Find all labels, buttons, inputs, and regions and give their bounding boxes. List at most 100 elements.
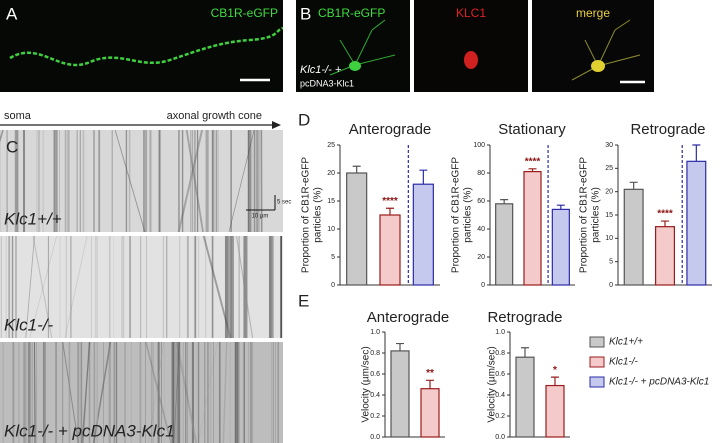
legend-label: Klc1-/- xyxy=(609,357,639,368)
track xyxy=(62,341,79,443)
y-tick-label: 0.8 xyxy=(495,350,505,357)
y-tick-label: 20 xyxy=(605,189,613,196)
bar xyxy=(515,356,535,438)
significance: **** xyxy=(382,196,398,207)
y-tick-label: 0 xyxy=(331,282,335,289)
legend-label: Klc1-/- + pcDNA3-Klc1 xyxy=(609,377,709,388)
track xyxy=(32,235,53,339)
error-bar xyxy=(500,199,509,204)
error-bar xyxy=(551,376,559,386)
y-tick-label: 0 xyxy=(481,282,485,289)
y-tick-label: 5 xyxy=(331,254,335,261)
stain-label: CB1R-eGFP xyxy=(211,6,278,20)
y-tick-label: 15 xyxy=(605,212,613,219)
y-tick-label: 20 xyxy=(477,254,485,261)
error-bar xyxy=(629,181,638,190)
track xyxy=(175,341,198,443)
chart-title: Retrograde xyxy=(630,121,705,138)
genotype-label: pcDNA3-Klc1 xyxy=(300,78,354,88)
significance: **** xyxy=(657,209,673,220)
y-tick-label: 0.0 xyxy=(370,434,380,441)
error-bar xyxy=(386,207,394,215)
y-tick-label: 30 xyxy=(605,142,613,149)
chart-title: Stationary xyxy=(498,121,566,138)
significance: * xyxy=(553,365,557,376)
bar xyxy=(346,172,368,286)
track xyxy=(228,129,255,233)
y-tick-label: 0.0 xyxy=(495,434,505,441)
soma xyxy=(591,60,605,72)
stain-label: CB1R-eGFP xyxy=(318,6,385,20)
panel-label: D xyxy=(298,110,310,129)
error-bar xyxy=(692,144,701,162)
track xyxy=(185,129,204,233)
neuron xyxy=(9,26,284,67)
bar xyxy=(420,388,440,438)
track xyxy=(82,341,90,443)
soma xyxy=(349,61,361,71)
y-tick-label: 0.8 xyxy=(370,350,380,357)
axis-start: soma xyxy=(4,110,32,122)
y-tick-label: 40 xyxy=(477,226,485,233)
legend-swatch xyxy=(589,336,605,348)
arrow-head xyxy=(272,121,281,129)
y-axis-label: Velocity (µm/sec) xyxy=(361,346,372,422)
error-bar xyxy=(419,169,428,185)
micrograph xyxy=(0,0,283,92)
y-tick-label: 0.6 xyxy=(495,371,505,378)
error-bar xyxy=(426,379,434,389)
y-tick-label: 1.0 xyxy=(370,329,380,336)
y-tick-label: 0 xyxy=(609,282,613,289)
y-tick-label: 15 xyxy=(327,198,335,205)
bar xyxy=(654,226,675,286)
bar xyxy=(390,350,410,438)
y-tick-label: 25 xyxy=(605,165,613,172)
track xyxy=(202,235,232,339)
y-axis-label: particles (%) xyxy=(313,187,324,243)
y-axis-label: particles (%) xyxy=(463,187,474,243)
micrograph xyxy=(296,0,410,92)
kymograph xyxy=(0,236,283,338)
chart-title: Retrograde xyxy=(487,309,562,326)
bar xyxy=(495,203,514,286)
track xyxy=(64,235,88,339)
scale-label: 5 sec xyxy=(277,200,291,206)
stain-label: merge xyxy=(576,6,610,20)
track xyxy=(173,341,180,443)
y-axis-label: Proportion of CB1R-eGFP xyxy=(451,157,462,273)
error-bar xyxy=(352,165,361,173)
track xyxy=(29,235,57,339)
y-tick-label: 10 xyxy=(605,235,613,242)
y-tick-label: 10 xyxy=(327,226,335,233)
kymograph-label: Klc1-/- xyxy=(4,315,53,334)
significance: **** xyxy=(525,156,541,167)
error-bar xyxy=(396,342,404,351)
bar xyxy=(412,183,434,286)
y-tick-label: 20 xyxy=(327,170,335,177)
track xyxy=(148,341,165,443)
track xyxy=(198,341,218,443)
stain-label: KLC1 xyxy=(456,6,486,20)
y-tick-label: 0.4 xyxy=(370,392,380,399)
scale-label: 10 µm xyxy=(252,214,269,220)
panel-label: C xyxy=(6,137,18,156)
panel-label: E xyxy=(298,291,309,310)
bar xyxy=(379,214,401,286)
track xyxy=(34,341,36,443)
panel-label: A xyxy=(6,4,18,23)
y-tick-label: 5 xyxy=(609,259,613,266)
y-axis-label: Proportion of CB1R-eGFP xyxy=(301,157,312,273)
panel-label: B xyxy=(300,4,311,23)
error-bar xyxy=(556,204,565,210)
y-tick-label: 0.2 xyxy=(370,413,380,420)
axis-end: axonal growth cone xyxy=(167,110,262,122)
y-axis-label: Velocity (µm/sec) xyxy=(487,346,498,422)
y-tick-label: 25 xyxy=(327,142,335,149)
y-tick-label: 0.6 xyxy=(370,371,380,378)
error-bar xyxy=(528,168,537,172)
y-tick-label: 0.4 xyxy=(495,392,505,399)
chart-title: Anterograde xyxy=(367,309,450,326)
y-axis-label: Proportion of CB1R-eGFP xyxy=(579,157,590,273)
y-axis-label: particles (%) xyxy=(591,187,602,243)
